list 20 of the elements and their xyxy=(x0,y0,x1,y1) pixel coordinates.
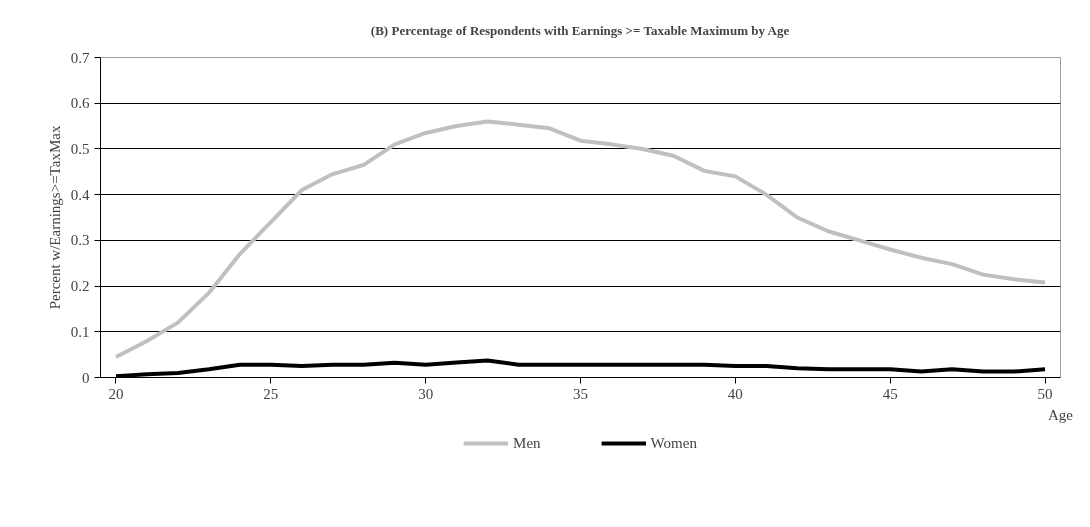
y-tick-label: 0.6 xyxy=(70,95,90,112)
y-tick-label: 0.4 xyxy=(70,186,90,203)
x-tick-label: 45 xyxy=(882,385,898,402)
x-tick-label: 50 xyxy=(1037,385,1053,402)
x-axis-title: Age xyxy=(1048,406,1074,423)
y-tick-label: 0.3 xyxy=(70,232,90,249)
y-tick-label: 0.5 xyxy=(70,140,90,157)
y-axis-title: Percent w/Earnings>=TaxMax xyxy=(46,125,63,310)
legend-label: Men xyxy=(513,434,541,452)
y-tick-label: 0.1 xyxy=(70,323,90,340)
y-tick-label: 0 xyxy=(82,369,90,386)
x-tick-label: 40 xyxy=(727,385,743,402)
legend-label: Women xyxy=(650,434,697,452)
x-tick-label: 25 xyxy=(263,385,279,402)
y-tick-label: 0.7 xyxy=(70,49,90,66)
x-tick-label: 20 xyxy=(108,385,124,402)
y-tick-label: 0.2 xyxy=(70,278,90,295)
chart-title: (B) Percentage of Respondents with Earnings >= Taxable Maximum by Age xyxy=(370,22,790,38)
x-tick-label: 30 xyxy=(418,385,434,402)
x-tick-label: 35 xyxy=(573,385,588,402)
